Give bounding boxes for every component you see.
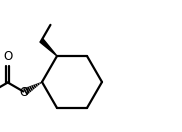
Text: O: O [19,86,29,99]
Polygon shape [40,39,57,56]
Text: O: O [3,50,12,63]
